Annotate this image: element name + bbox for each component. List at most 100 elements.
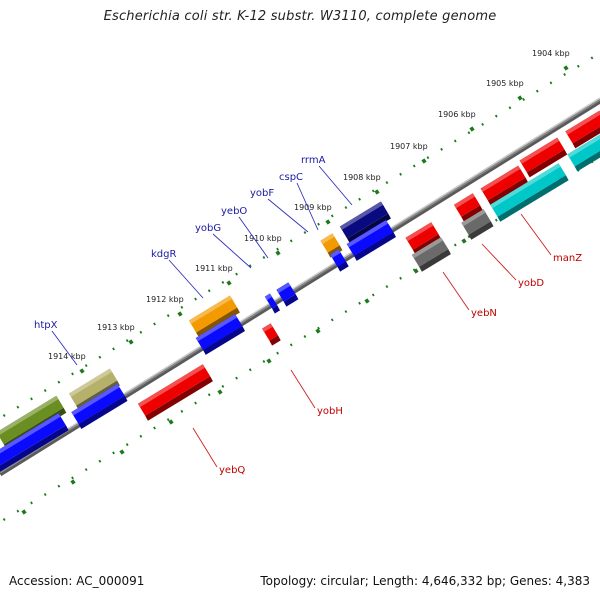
scale-tick-label: 1908 kbp	[343, 173, 381, 182]
inner-scale-dot	[467, 235, 471, 239]
gene-block-cyan2-side	[574, 150, 600, 172]
scale-tick-label: 1909 kbp	[294, 203, 332, 212]
inner-scale-dot	[399, 276, 402, 280]
gene-block-yobG	[195, 314, 243, 350]
major-tick	[177, 311, 183, 317]
outer-scale-dot	[508, 106, 512, 110]
gene-block-small-side	[272, 305, 280, 314]
outer-scale-dot	[481, 122, 485, 126]
scale-tick-label: 1914 kbp	[48, 352, 86, 361]
gene-label-reverse: yebN	[471, 308, 497, 319]
outer-scale-dot	[139, 330, 143, 334]
gene-block-blue-highlight	[0, 413, 61, 454]
scale-tick-label: 1907 kbp	[390, 142, 428, 151]
gene-block-cyan2-highlight	[567, 134, 600, 158]
gene-block-yobG-side	[203, 326, 245, 355]
major-tick	[421, 158, 427, 164]
inner-scale-dot	[2, 517, 6, 521]
major-tick	[563, 65, 569, 71]
major-tick-inner	[168, 419, 174, 425]
gene-block-khaki-highlight	[68, 368, 112, 397]
major-tick-inner	[315, 328, 321, 334]
gene-block-red2	[519, 137, 565, 173]
inner-scale-dot	[16, 509, 20, 513]
outer-scale-dot	[494, 114, 498, 118]
gene-block-manZ-highlight	[490, 163, 561, 209]
gene-label-reverse: yobD	[518, 278, 544, 289]
gene-label-reverse: yebQ	[219, 465, 245, 476]
outer-scale-dot	[30, 397, 33, 401]
gene-block-yobG-highlight	[195, 314, 238, 342]
major-tick-inner	[70, 479, 76, 485]
outer-scale-dot	[317, 222, 320, 226]
outer-scale-dot	[344, 206, 348, 210]
gene-block-yebN-highlight	[405, 222, 434, 242]
outer-scale-dot	[180, 305, 184, 309]
gene-leader-line	[267, 198, 309, 233]
scale-tick-label: 1905 kbp	[486, 79, 524, 88]
inner-scale-dot	[30, 501, 33, 505]
gene-block-yobH-side	[269, 335, 281, 346]
outer-scale-dot	[194, 297, 197, 301]
gene-label-reverse: yobH	[317, 406, 343, 417]
gene-leader-line	[238, 216, 269, 259]
gene-block-yebQ	[137, 364, 211, 416]
outer-scale-dot	[112, 347, 115, 351]
outer-scale-dot	[535, 89, 539, 93]
inner-scale-dot	[112, 451, 115, 455]
gene-label-forward: yobG	[195, 223, 221, 234]
gene-block-yebO-side	[283, 294, 299, 307]
major-tick	[79, 368, 85, 374]
inner-scale-dot	[317, 326, 320, 330]
inner-scale-dot	[276, 351, 279, 355]
gene-label-forward: htpX	[34, 320, 58, 331]
gene-leader-line	[318, 165, 353, 206]
scale-tick-label: 1906 kbp	[438, 110, 476, 119]
outer-scale-dot	[98, 355, 102, 359]
gene-block-manZ-side	[497, 175, 569, 222]
gene-label-forward: yebO	[221, 206, 247, 217]
gene-leader-line	[296, 182, 319, 231]
gene-block-rrmA	[339, 201, 389, 239]
outer-scale-dot	[166, 314, 170, 318]
major-tick-inner	[364, 298, 370, 304]
gene-block-blue	[71, 384, 125, 424]
outer-scale-dot	[57, 380, 61, 384]
gene-leader-line	[520, 213, 552, 256]
gene-block-yobD	[454, 193, 480, 217]
gene-block-yobD-highlight	[454, 193, 475, 209]
major-tick	[128, 339, 134, 345]
outer-scale-dot	[235, 272, 238, 276]
outer-scale-dot	[43, 389, 47, 392]
inner-scale-dot	[139, 434, 143, 438]
outer-scale-dot	[385, 181, 389, 185]
inner-scale-dot	[71, 476, 74, 480]
outer-scale-dot	[221, 280, 225, 284]
gene-block-yebO-highlight	[276, 282, 291, 294]
major-tick	[374, 189, 380, 195]
inner-scale-dot	[330, 318, 334, 322]
gene-leader-line	[168, 259, 204, 299]
gene-block-gray-side	[419, 249, 451, 272]
outer-scale-dot	[262, 255, 266, 259]
gene-block-yebN-side	[412, 234, 442, 255]
gene-block-red3-highlight	[565, 110, 600, 135]
gene-block-kdgR-side	[196, 307, 240, 338]
outer-scale-dot	[358, 197, 361, 201]
scale-tick-label: 1912 kbp	[146, 295, 184, 304]
gene-block-yobF-highlight	[330, 249, 341, 258]
outer-scale-dot	[248, 264, 252, 268]
outer-scale-dot	[153, 322, 156, 326]
major-tick-inner	[413, 268, 419, 274]
gene-block-yobD-side	[461, 205, 483, 222]
gene-block-blue-side	[0, 425, 69, 472]
gene-leader-line	[481, 243, 517, 281]
gene-block-manZ	[490, 163, 566, 217]
inner-scale-dot	[194, 401, 197, 405]
gene-block-red3-side	[572, 126, 600, 149]
inner-scale-dot	[344, 310, 348, 314]
inner-scale-dot	[235, 376, 238, 380]
scale-tick-label: 1911 kbp	[195, 264, 233, 273]
inner-scale-dot	[84, 468, 88, 472]
gene-block-cspC-small-highlight	[320, 233, 335, 245]
